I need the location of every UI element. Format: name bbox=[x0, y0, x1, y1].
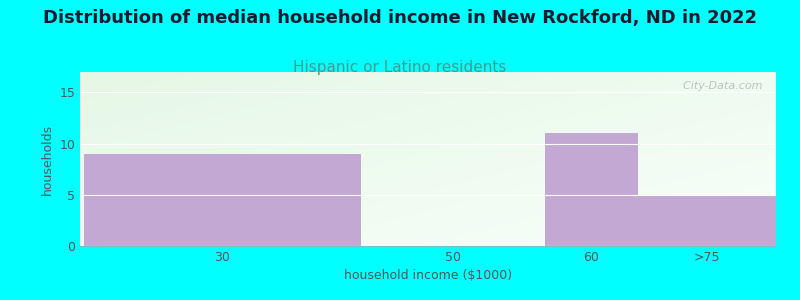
Y-axis label: households: households bbox=[41, 123, 54, 195]
Text: Distribution of median household income in New Rockford, ND in 2022: Distribution of median household income … bbox=[43, 9, 757, 27]
Bar bbox=[638, 195, 776, 246]
X-axis label: household income ($1000): household income ($1000) bbox=[344, 269, 512, 282]
Bar bbox=[84, 154, 361, 246]
Text: Hispanic or Latino residents: Hispanic or Latino residents bbox=[294, 60, 506, 75]
Text: City-Data.com: City-Data.com bbox=[675, 81, 762, 91]
Bar bbox=[546, 134, 638, 246]
